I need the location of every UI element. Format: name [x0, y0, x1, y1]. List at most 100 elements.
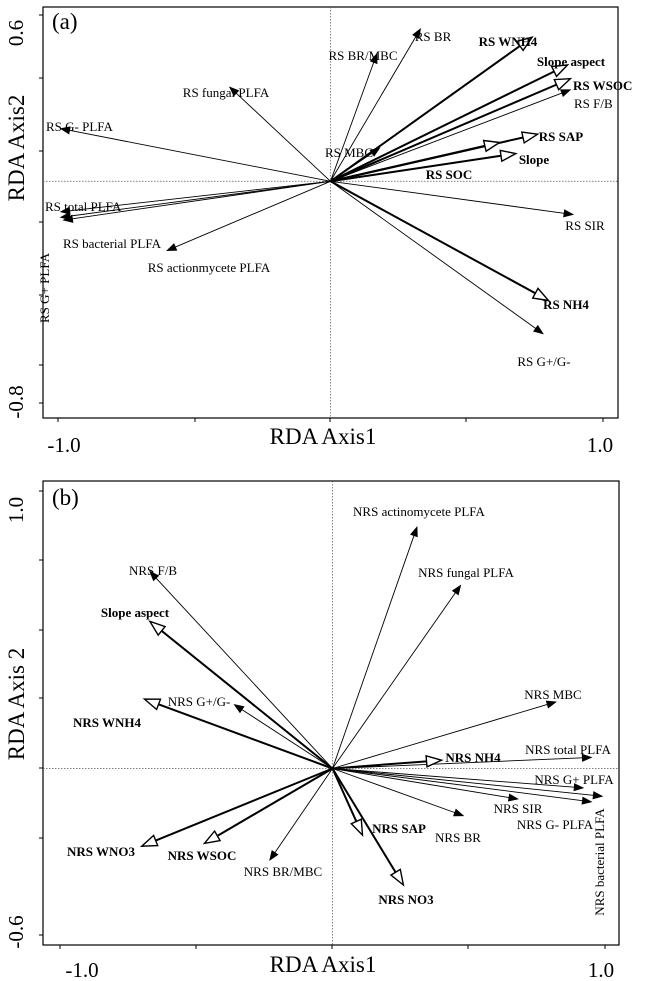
b-vector-nrs-total-plfa-head: [581, 753, 593, 762]
a-vector-rs-fungal-plfa-shaft: [235, 92, 331, 182]
b-vector-nrs-mbc-shaft: [332, 704, 548, 769]
b-vector-nrs-g-plfa: NRS G+ PLFA: [332, 768, 614, 792]
b-x-tick-label-1: 1.0: [588, 958, 614, 981]
b-y-tick-label-0: 1.0: [4, 497, 28, 523]
b-vector-nrs-mbc-label: NRS MBC: [524, 687, 581, 702]
a-vector-rs-nh4-head: [531, 287, 551, 302]
b-vector-slope-aspect-head: [148, 620, 167, 637]
a-vector-rs-actionmycete-plfa-shaft: [175, 180, 331, 248]
b-vector-nrs-nh4-head: [425, 754, 444, 768]
a-vector-rs-br: RS BR: [330, 27, 452, 182]
a-vector-rs-wnh4-label: RS WNH4: [479, 34, 538, 49]
b-vector-nrs-sap-shaft: [331, 768, 358, 822]
b-vector-nrs-nh4: NRS NH4: [332, 750, 501, 770]
b-vector-nrs-no3-shaft: [331, 767, 397, 873]
a-vector-rs-total-plfa-label: RS total PLFA: [45, 199, 122, 214]
a-vector-slope-aspect-shaft: [330, 70, 555, 183]
b-vector-nrs-wno3-head: [139, 834, 159, 847]
b-vector-nrs-fungal-plfa-shaft: [332, 592, 456, 769]
a-vector-rs-wsoc: RS WSOC: [330, 77, 632, 183]
a-x-tick-label-1: 1.0: [587, 433, 613, 457]
a-vector-rs-total-plfa: RS total PLFA: [45, 180, 331, 215]
b-vector-nrs-g-plfa-head: [573, 783, 585, 792]
b-vector-nrs-no3-head: [389, 868, 405, 887]
a-vector-rs-sir-shaft: [330, 180, 565, 214]
b-x-axis-label: RDA Axis1: [270, 952, 377, 977]
a-vector-rs-actionmycete-plfa: RS actionmycete PLFA: [148, 180, 331, 275]
a-vector-rs-soc-label: RS SOC: [426, 167, 473, 182]
b-vector-nrs-br-mbc-shaft: [274, 768, 333, 853]
b-vector-nrs-fungal-plfa: NRS fungal PLFA: [332, 565, 515, 769]
b-vector-nrs-br-label: NRS BR: [435, 830, 481, 845]
b-vector-nrs-fungal-plfa-head: [451, 584, 462, 596]
b-vector-nrs-total-plfa-label: NRS total PLFA: [525, 742, 611, 757]
b-vector-nrs-wnh4: NRS WNH4: [73, 698, 333, 770]
a-x-tick-label-0: -1.0: [47, 433, 80, 457]
b-vector-nrs-br-mbc: NRS BR/MBC: [244, 768, 333, 879]
b-vector-slope-aspect: Slope aspect: [101, 605, 334, 770]
b-vector-slope-aspect-shaft: [160, 630, 334, 770]
a-y-axis-label: RDA Axis2: [4, 95, 29, 202]
a-vector-rs-nh4-shaft: [330, 180, 536, 295]
b-vector-nrs-sir: NRS SIR: [332, 768, 543, 816]
panel-a-rda-biplot: -1.0 1.0 0.6 -0.8 RDA Axis1 RDA Axis2 (a) RS BR…: [4, 6, 632, 457]
a-y-tick-label-1: -0.8: [4, 385, 28, 418]
a-vector-rs-g-plfa-label: RS G+ PLFA: [37, 252, 52, 323]
b-vector-nrs-fungal-plfa-label: NRS fungal PLFA: [418, 565, 514, 580]
a-vector-rs-bacterial-plfa-label: RS bacterial PLFA: [63, 236, 162, 251]
a-vector-rs-g-plfa: RS G- PLFA: [46, 119, 331, 182]
a-vector-rs-f-b-shaft: [330, 92, 563, 182]
a-panel-label: (a): [52, 9, 78, 34]
a-vector-rs-total-plfa-shaft: [69, 180, 331, 212]
a-vector-rs-f-b-label: RS F/B: [574, 96, 613, 111]
a-vector-rs-total-plfa-head: [59, 206, 71, 215]
a-vector-rs-wsoc-shaft: [330, 83, 557, 183]
b-vector-nrs-total-plfa: NRS total PLFA: [332, 742, 611, 769]
b-plot-frame: [42, 480, 620, 946]
b-y-tick-label-1: -0.6: [4, 915, 28, 948]
b-vector-nrs-actinomycete-plfa-label: NRS actinomycete PLFA: [353, 504, 486, 519]
a-vector-rs-br-mbc: RS BR/MBC: [328, 48, 398, 182]
b-vector-nrs-wsoc-label: NRS WSOC: [168, 848, 237, 863]
a-vector-slope-label: Slope: [519, 152, 550, 167]
a-vector-rs-wsoc-head: [553, 77, 573, 91]
a-vector-rs-g-g-head: [533, 324, 544, 335]
a-vector-rs-sir-label: RS SIR: [565, 218, 605, 233]
a-vector-rs-bacterial-plfa-shaft: [72, 180, 331, 220]
a-vector-slope-head: [499, 149, 518, 163]
b-vector-nrs-br-mbc-head: [269, 850, 279, 862]
b-vector-nrs-sap-label: NRS SAP: [372, 821, 426, 836]
a-vector-rs-g-plfa-label: RS G- PLFA: [46, 119, 114, 134]
b-vector-nrs-f-b-label: NRS F/B: [129, 563, 177, 578]
b-vector-nrs-wno3: NRS WNO3: [67, 767, 333, 859]
a-vector-rs-br-mbc-shaft: [330, 62, 375, 182]
b-vector-nrs-f-b: NRS F/B: [129, 563, 333, 769]
a-vector-rs-fungal-plfa-label: RS fungal PLFA: [183, 85, 270, 100]
b-vector-nrs-nh4-shaft: [332, 760, 427, 770]
b-vector-nrs-bacterial-plfa-shaft: [332, 768, 594, 796]
a-vector-slope-aspect: Slope aspect: [330, 54, 606, 183]
a-vector-rs-fungal-plfa-head: [228, 86, 240, 97]
a-vector-rs-sir: RS SIR: [330, 180, 605, 233]
b-vector-nrs-actinomycete-plfa-shaft: [332, 535, 415, 769]
a-vector-rs-g-plfa-shaft: [69, 129, 331, 182]
b-vector-nrs-g-g-head: [233, 704, 245, 714]
b-vector-nrs-bacterial-plfa-label: NRS bacterial PLFA: [592, 808, 607, 916]
b-vector-nrs-sir-label: NRS SIR: [494, 801, 543, 816]
a-vector-slope-aspect-label: Slope aspect: [537, 54, 606, 69]
a-vector-rs-br-head: [412, 27, 421, 40]
a-vector-rs-mbc-label: RS MBC: [325, 145, 373, 160]
a-vector-rs-g-g: RS G+/G-: [330, 180, 571, 369]
a-vector-rs-g-g-shaft: [330, 180, 536, 329]
b-vector-nrs-g-plfa-label: NRS G+ PLFA: [534, 772, 614, 787]
a-x-axis-label: RDA Axis1: [270, 424, 377, 449]
b-vector-nrs-sir-shaft: [332, 768, 509, 799]
b-vector-nrs-g-plfa-shaft: [332, 768, 575, 788]
b-vector-nrs-g-plfa-label: NRS G- PLFA: [517, 817, 594, 832]
a-vector-rs-wnh4: RS WNH4: [329, 34, 538, 183]
b-vector-nrs-wsoc-shaft: [216, 767, 334, 837]
a-vector-rs-sap-head: [520, 131, 540, 145]
b-vector-nrs-total-plfa-shaft: [332, 757, 583, 769]
b-vector-nrs-wnh4-label: NRS WNH4: [73, 715, 142, 730]
